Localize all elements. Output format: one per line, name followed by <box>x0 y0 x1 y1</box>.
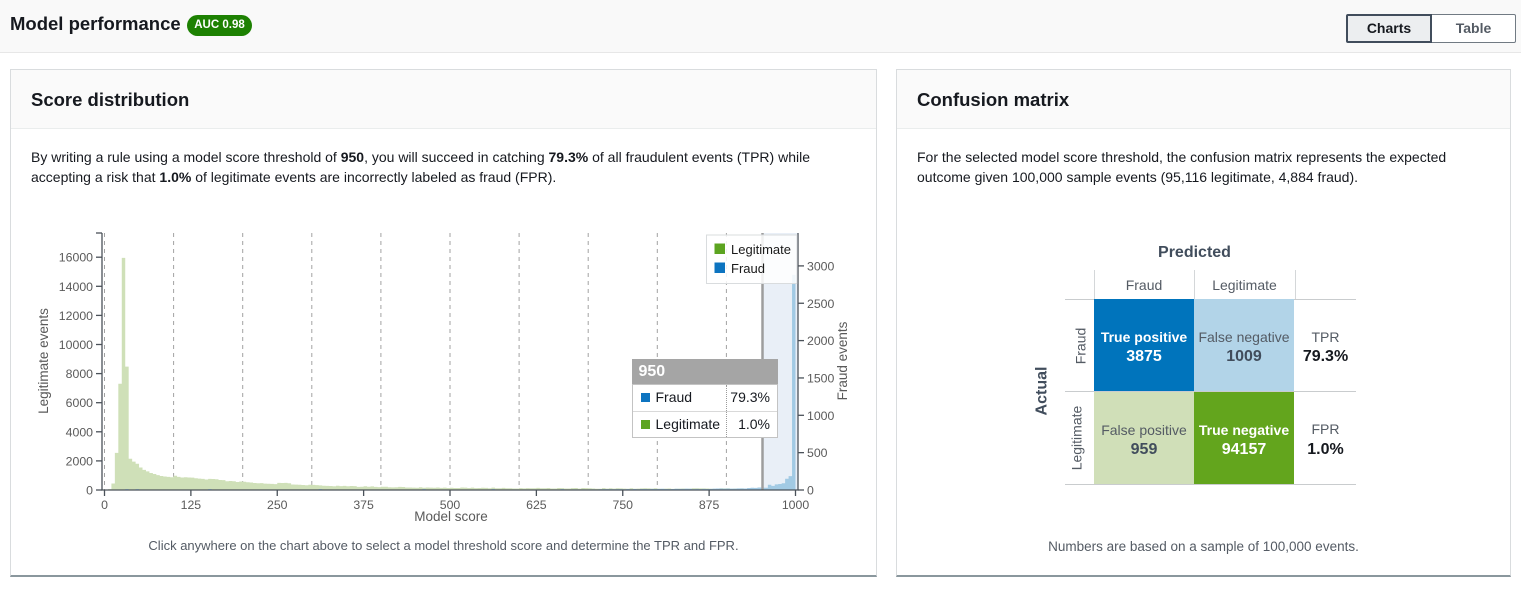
svg-text:1500: 1500 <box>807 371 835 385</box>
svg-text:12000: 12000 <box>59 309 93 323</box>
svg-text:2000: 2000 <box>807 334 835 348</box>
svg-text:Fraud: Fraud <box>731 261 765 276</box>
svg-text:Fraud events: Fraud events <box>835 321 850 400</box>
svg-text:375: 375 <box>353 498 374 512</box>
svg-text:500: 500 <box>807 446 828 460</box>
svg-text:14000: 14000 <box>59 280 93 294</box>
svg-text:875: 875 <box>699 498 720 512</box>
svg-text:0: 0 <box>807 484 814 498</box>
svg-text:0: 0 <box>101 498 108 512</box>
svg-text:1000: 1000 <box>807 409 835 423</box>
svg-text:8000: 8000 <box>66 367 94 381</box>
svg-text:2500: 2500 <box>807 297 835 311</box>
svg-text:6000: 6000 <box>66 396 94 410</box>
svg-text:3000: 3000 <box>807 259 835 273</box>
svg-text:1000: 1000 <box>782 498 810 512</box>
svg-text:0: 0 <box>86 484 93 498</box>
svg-text:625: 625 <box>526 498 547 512</box>
svg-text:250: 250 <box>267 498 288 512</box>
svg-text:2000: 2000 <box>66 454 94 468</box>
svg-text:Legitimate: Legitimate <box>731 242 791 257</box>
svg-text:500: 500 <box>440 498 461 512</box>
svg-text:16000: 16000 <box>59 251 93 265</box>
svg-text:125: 125 <box>181 498 202 512</box>
svg-text:10000: 10000 <box>59 338 93 352</box>
svg-text:750: 750 <box>612 498 633 512</box>
svg-text:4000: 4000 <box>66 425 94 439</box>
svg-text:Legitimate events: Legitimate events <box>36 308 51 414</box>
svg-text:Model score: Model score <box>414 509 488 524</box>
